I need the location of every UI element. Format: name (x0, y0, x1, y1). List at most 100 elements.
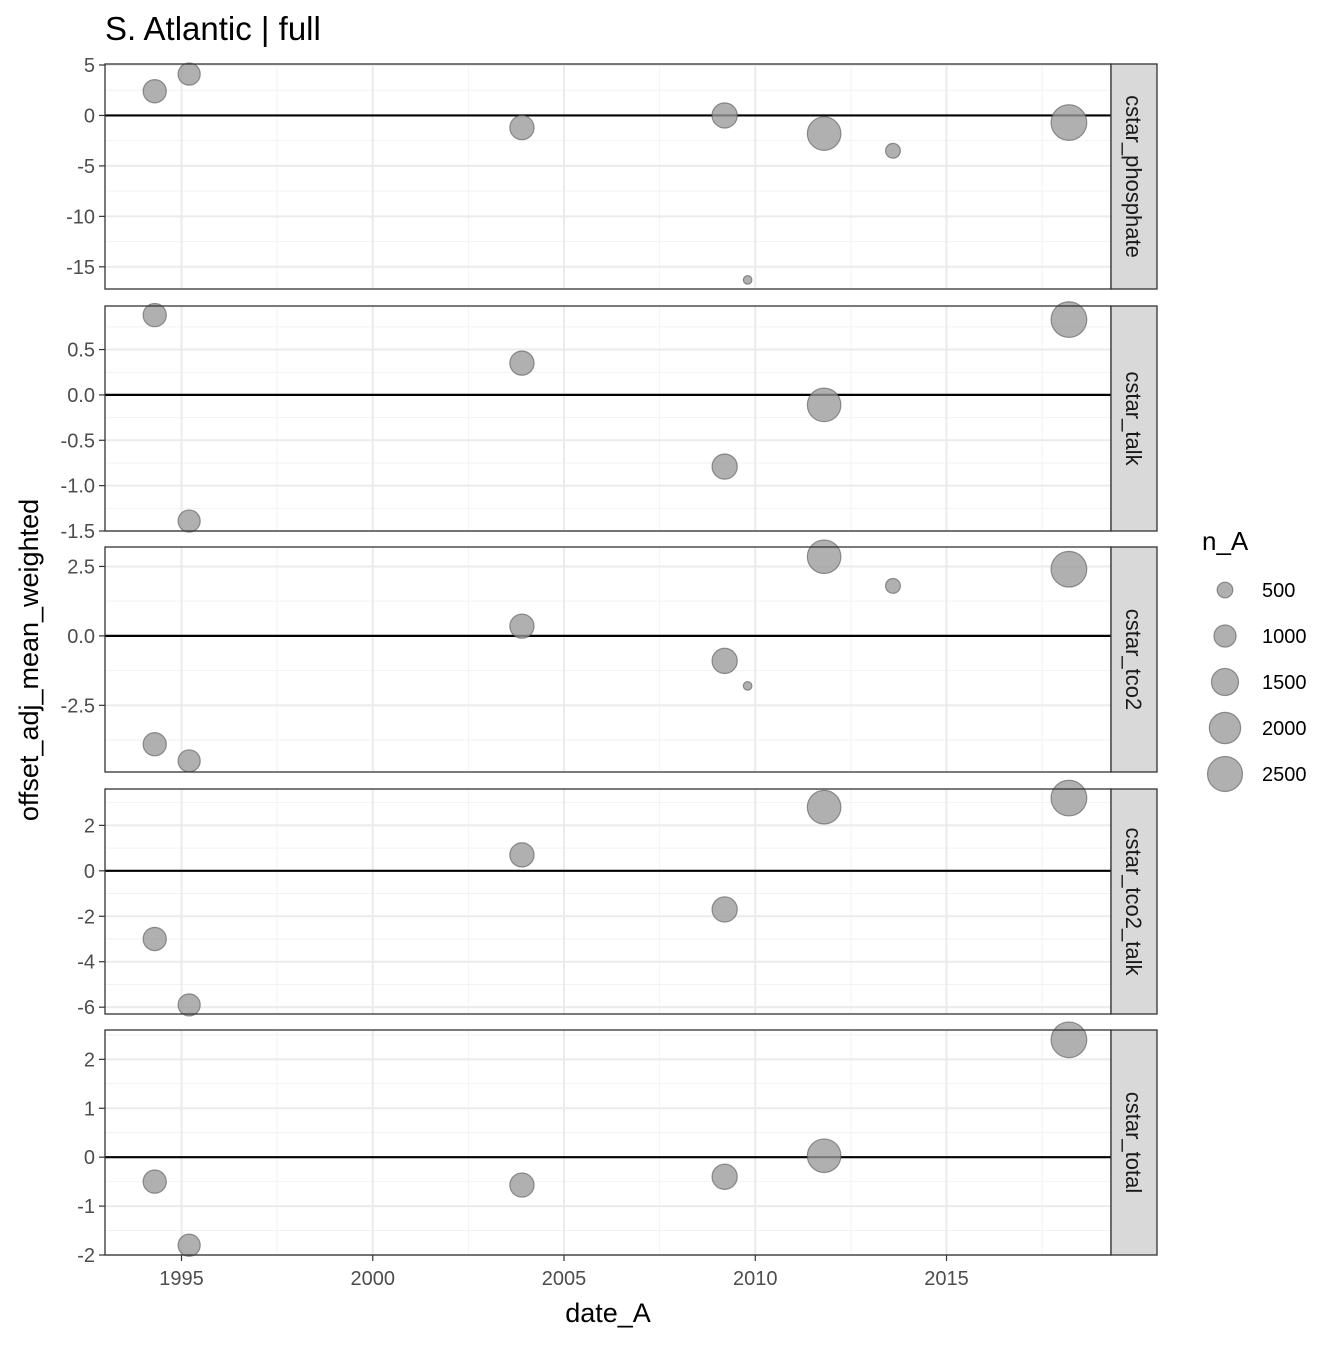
panel-cstar_total: 2 1 0 -1 -2 cstar_total (77, 1021, 1158, 1267)
y-tick-label: 0 (84, 105, 95, 127)
legend-label: 500 (1262, 580, 1295, 602)
data-point (1050, 104, 1088, 141)
y-tick-label: 0 (84, 1147, 95, 1169)
data-point (1050, 301, 1088, 339)
panel-background (105, 789, 1111, 1014)
data-point (884, 142, 901, 159)
data-point (1050, 779, 1088, 817)
strip-background (1110, 546, 1158, 773)
data-point (806, 387, 842, 423)
y-tick-label: -1 (77, 1196, 95, 1218)
legend-key-point (1206, 755, 1244, 793)
y-tick-label: -2 (77, 1245, 95, 1267)
legend-key-point (1208, 711, 1242, 745)
y-tick-label: -5 (77, 156, 95, 178)
data-point (509, 114, 535, 141)
data-point (509, 350, 535, 376)
strip-label: cstar_tco2 (1121, 609, 1146, 711)
data-point (742, 681, 753, 691)
data-point (142, 302, 167, 328)
panel-background (105, 64, 1111, 289)
strip-background (1110, 63, 1158, 290)
legend-key-point (1216, 581, 1234, 599)
panel-background (105, 1030, 1111, 1255)
data-point (711, 647, 738, 675)
data-point (142, 926, 167, 952)
data-point (142, 79, 167, 104)
data-point (142, 732, 167, 757)
y-tick-label: -10 (66, 206, 95, 228)
strip-background (1110, 305, 1158, 532)
y-tick-label: 1 (84, 1098, 95, 1120)
legend-key-point (1210, 667, 1240, 697)
x-tick-label: 2000 (351, 1268, 396, 1290)
data-point (711, 102, 738, 129)
size-legend: n_A 500 1000 1500 2000 2500 (1202, 526, 1307, 793)
data-point (711, 453, 738, 480)
data-point (806, 116, 842, 152)
panel-cstar_tco2: 2.5 0.0 -2.5 cstar_tco2 (61, 539, 1158, 773)
strip-background (1110, 1029, 1158, 1256)
x-axis: 1995 2000 2005 2010 2015 (159, 1255, 969, 1290)
x-tick-label: 2015 (924, 1268, 969, 1290)
y-tick-label: -6 (77, 997, 95, 1019)
y-tick-label: 0.0 (67, 385, 95, 407)
y-axis-title: offset_adj_mean_weighted (14, 499, 44, 821)
data-point (711, 1163, 738, 1190)
legend-label: 2500 (1262, 764, 1307, 786)
legend-label: 2000 (1262, 718, 1307, 740)
y-tick-label: -4 (77, 952, 95, 974)
y-tick-label: -1.0 (61, 476, 95, 498)
data-point (806, 789, 842, 825)
strip-label: cstar_phosphate (1121, 95, 1146, 258)
panel-background (105, 547, 1111, 772)
data-point (884, 577, 901, 594)
chart-title: S. Atlantic | full (105, 10, 321, 47)
y-tick-label: 2 (84, 1049, 95, 1071)
data-point (1050, 550, 1088, 588)
x-axis-title: date_A (565, 1298, 651, 1328)
y-tick-label: 2 (84, 815, 95, 837)
legend-label: 1500 (1262, 672, 1307, 694)
strip-label: cstar_tco2_talk (1121, 828, 1146, 977)
data-point (742, 275, 753, 285)
y-tick-label: -2.5 (61, 695, 95, 717)
legend-key-point (1213, 624, 1237, 648)
panels-layer: 50-5-10-15cstar_phosphate0.50.0-0.5-1.0-… (61, 55, 1158, 1267)
y-tick-label: 0.5 (67, 340, 95, 362)
data-point (177, 993, 201, 1017)
y-tick-label: 5 (84, 55, 95, 77)
data-point (142, 1169, 167, 1194)
data-point (711, 896, 738, 923)
data-point (177, 509, 201, 533)
data-point (177, 749, 201, 773)
strip-background (1110, 788, 1158, 1015)
data-point (177, 1233, 201, 1257)
legend-label: 1000 (1262, 626, 1307, 648)
strip-label: cstar_talk (1121, 371, 1146, 466)
y-tick-label: 2.5 (67, 556, 95, 578)
y-tick-label: -15 (66, 257, 95, 279)
legend-title: n_A (1202, 526, 1249, 556)
y-tick-label: 0 (84, 861, 95, 883)
data-point (509, 842, 535, 868)
x-tick-label: 1995 (159, 1268, 204, 1290)
data-point (806, 539, 842, 575)
panel-cstar_tco2_talk: 2 0 -2 -4 -6 cstar_tco2_talk (77, 779, 1158, 1019)
data-point (509, 1172, 535, 1198)
strip-label: cstar_total (1121, 1092, 1146, 1194)
y-tick-label: -2 (77, 906, 95, 928)
data-point (806, 1138, 842, 1174)
panel-background (105, 306, 1111, 531)
panel-cstar_talk: 0.5 0.0 -0.5 -1.0 -1.5 cstar_talk (61, 301, 1158, 543)
y-tick-label: -0.5 (61, 430, 95, 452)
y-tick-label: 0.0 (67, 626, 95, 648)
data-point (177, 62, 201, 86)
data-point (1050, 1021, 1088, 1059)
x-tick-label: 2010 (733, 1268, 778, 1290)
data-point (509, 613, 535, 639)
panel-cstar_phosphate: 5 0 -5 -10 -15 cstar_phosphate (66, 55, 1158, 290)
y-tick-label: -1.5 (61, 521, 95, 543)
